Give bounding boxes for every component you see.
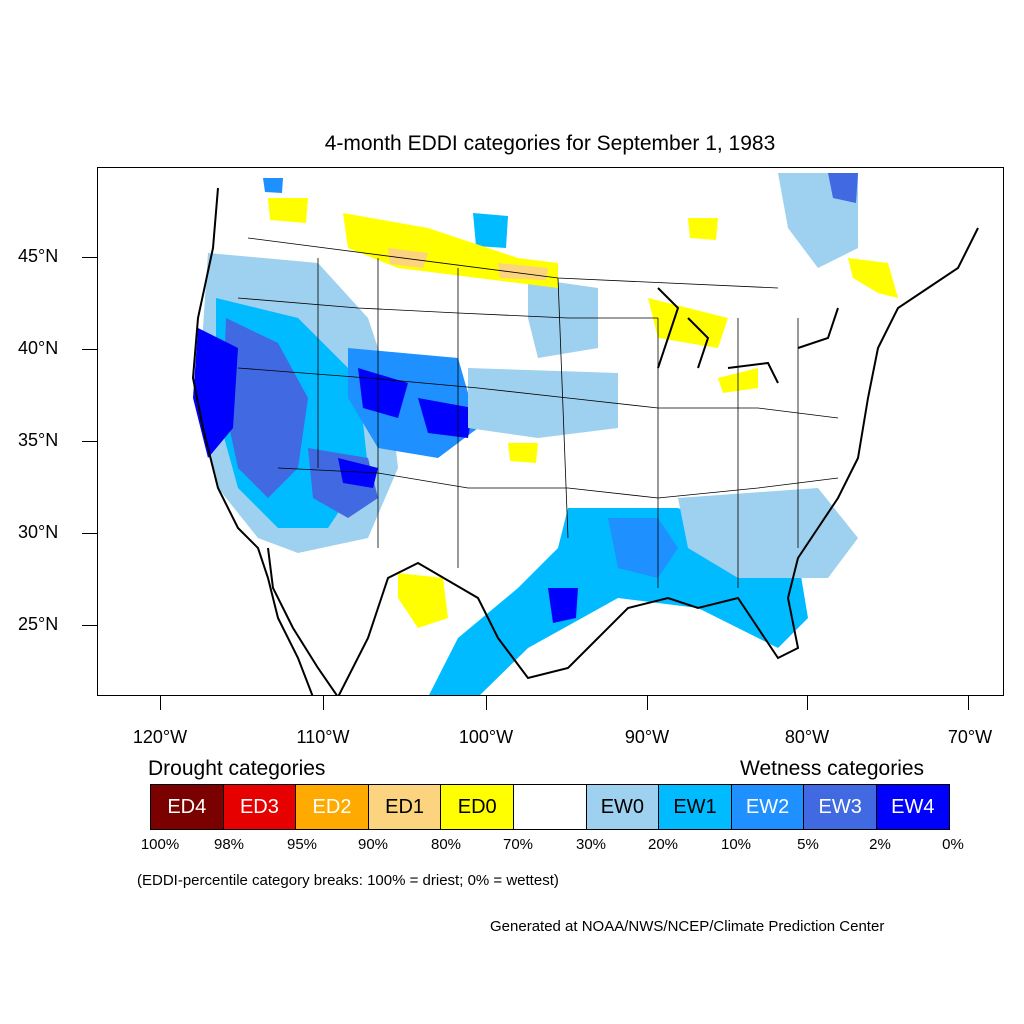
legend-box-ed2: ED2 — [295, 784, 369, 830]
lon-tick — [807, 696, 808, 710]
map-panel — [97, 167, 1004, 696]
legend-box-neutral — [513, 784, 587, 830]
percentile-label: 100% — [140, 836, 180, 853]
lat-label-45: 45°N — [18, 246, 59, 266]
percentile-label: 20% — [647, 836, 679, 853]
lon-tick — [160, 696, 161, 710]
credit-line: Generated at NOAA/NWS/NCEP/Climate Predi… — [490, 918, 885, 935]
legend-box-ed3: ED3 — [222, 784, 297, 830]
coastlines — [191, 187, 979, 695]
lon-tick — [486, 696, 487, 710]
percentile-label: 90% — [357, 836, 389, 853]
lon-tick — [647, 696, 648, 710]
legend-box-ew3: EW3 — [803, 784, 877, 830]
percentile-label: 0% — [942, 836, 964, 853]
legend-box-ew4: EW4 — [876, 784, 950, 830]
percentile-label: 10% — [720, 836, 752, 853]
lon-label-70: 70°W — [947, 727, 993, 747]
percentile-label: 5% — [797, 836, 819, 853]
percentile-label: 30% — [575, 836, 607, 853]
legend-box-ew2: EW2 — [730, 784, 805, 830]
legend-box-ew0: EW0 — [585, 784, 660, 830]
percentile-label: 70% — [502, 836, 534, 853]
eddi-map — [191, 173, 979, 695]
lat-label-40: 40°N — [18, 338, 59, 358]
lat-tick — [82, 441, 97, 442]
state-borders — [237, 237, 839, 588]
legend-box-ed1: ED1 — [367, 784, 442, 830]
percentile-label: 2% — [869, 836, 891, 853]
legend-box-ed0: ED0 — [440, 784, 514, 830]
legend-box-ed4: ED4 — [150, 784, 224, 830]
wet-regions — [193, 173, 858, 695]
lon-label-120: 120°W — [132, 727, 188, 747]
lat-label-30: 30°N — [18, 522, 59, 542]
category-note: (EDDI-percentile category breaks: 100% =… — [137, 872, 559, 889]
legend-box-ew1: EW1 — [658, 784, 732, 830]
percentile-label: 95% — [286, 836, 318, 853]
lat-tick — [82, 533, 97, 534]
drought-categories-heading: Drought categories — [148, 757, 326, 780]
lat-label-25: 25°N — [18, 614, 59, 634]
lon-label-90: 90°W — [624, 727, 670, 747]
lon-label-80: 80°W — [784, 727, 830, 747]
lat-tick — [82, 625, 97, 626]
lat-label-35: 35°N — [18, 430, 59, 450]
map-title: 4-month EDDI categories for September 1,… — [324, 132, 776, 155]
lat-tick — [82, 349, 97, 350]
percentile-label: 98% — [213, 836, 245, 853]
lon-label-110: 110°W — [296, 727, 350, 747]
percentile-label: 80% — [430, 836, 462, 853]
lon-tick — [968, 696, 969, 710]
lat-tick — [82, 257, 97, 258]
dry-regions — [268, 198, 898, 628]
lon-label-100: 100°W — [458, 727, 514, 747]
lon-tick — [323, 696, 324, 710]
wetness-categories-heading: Wetness categories — [740, 757, 925, 780]
